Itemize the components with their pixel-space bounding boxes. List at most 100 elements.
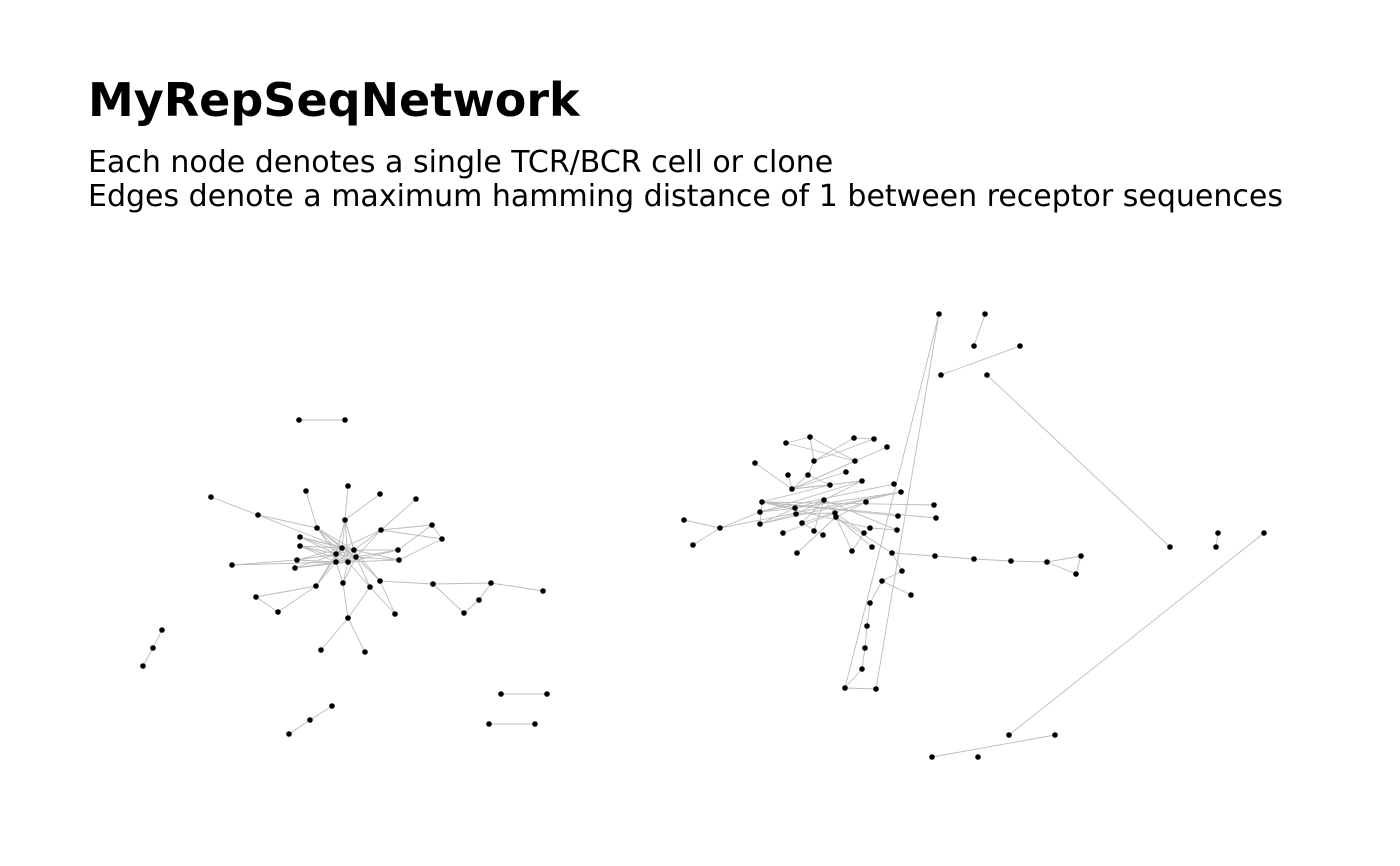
network-node (345, 483, 351, 489)
network-node (864, 623, 870, 629)
network-node (780, 530, 786, 536)
network-edge (973, 313, 986, 347)
network-edge (342, 556, 357, 584)
network-edge (1008, 532, 1265, 736)
network-node (933, 515, 939, 521)
network-node (859, 666, 865, 672)
network-edge (861, 647, 866, 670)
network-edge (341, 529, 382, 549)
network-node (789, 486, 795, 492)
network-node (932, 553, 938, 559)
network-node (1215, 530, 1221, 536)
network-node (982, 311, 988, 317)
network-edge (316, 527, 355, 551)
network-edge (835, 501, 867, 518)
network-node (488, 580, 494, 586)
network-edge (299, 545, 343, 549)
network-node (1006, 732, 1012, 738)
network-edge (934, 555, 975, 560)
network-edge (986, 374, 1171, 548)
network-node (889, 550, 895, 556)
network-edge (931, 734, 1056, 758)
network-edge (379, 580, 434, 585)
network-node (867, 525, 873, 531)
network-edge (299, 545, 349, 563)
network-node (757, 509, 763, 515)
network-edge (344, 485, 349, 521)
network-node (345, 615, 351, 621)
network-node (851, 435, 857, 441)
network-edge (719, 491, 902, 529)
network-edge (794, 499, 825, 509)
network-node (929, 754, 935, 760)
network-node (879, 578, 885, 584)
network-node (342, 517, 348, 523)
network-node (396, 557, 402, 563)
network-node (229, 562, 235, 568)
network-edge (759, 513, 797, 525)
network-node (811, 528, 817, 534)
network-edge (142, 647, 154, 667)
subtitle-line-2: Edges denote a maximum hamming distance … (88, 179, 1283, 214)
network-edge (844, 668, 863, 689)
network-node (792, 505, 798, 511)
network-node (863, 499, 869, 505)
network-edge (809, 436, 856, 462)
network-edge (761, 484, 831, 503)
network-edge (692, 527, 721, 546)
network-edge (761, 501, 899, 517)
network-node (140, 663, 146, 669)
network-edge (759, 480, 863, 513)
network-node (783, 440, 789, 446)
network-edge (316, 527, 357, 558)
network-node (329, 703, 335, 709)
network-edge (1075, 555, 1082, 575)
network-edge (305, 490, 318, 529)
network-node (377, 578, 383, 584)
network-node (1008, 558, 1014, 564)
network-node (894, 527, 900, 533)
network-edge (785, 436, 811, 444)
network-node (1044, 559, 1050, 565)
network-edge (881, 570, 903, 582)
network-edge (347, 559, 400, 563)
network-node (1261, 530, 1267, 536)
network-edge (152, 629, 163, 649)
network-node (867, 600, 873, 606)
subtitle-line-1: Each node denotes a single TCR/BCR cell … (88, 145, 834, 180)
network-edge (347, 561, 371, 588)
network-edge (1046, 555, 1082, 563)
network-node (849, 548, 855, 554)
network-edge (795, 512, 836, 515)
network-node (971, 556, 977, 562)
network-node (297, 543, 303, 549)
network-node (294, 557, 300, 563)
network-edge (344, 519, 349, 563)
network-node (899, 568, 905, 574)
network-node (392, 611, 398, 617)
network-edge (973, 558, 1012, 562)
network-edge (353, 549, 381, 582)
network-edge (866, 602, 871, 627)
plot-subtitle: Each node denotes a single TCR/BCR cell … (88, 146, 1283, 214)
network-node (286, 731, 292, 737)
network-edge (288, 719, 311, 735)
network-edge (210, 496, 259, 516)
network-edge (794, 491, 902, 509)
network-edge (844, 313, 940, 689)
network-edge (397, 524, 433, 551)
network-node (975, 754, 981, 760)
network-edge (296, 547, 343, 561)
network-node (429, 522, 435, 528)
network-edge (335, 549, 355, 563)
network-edge (807, 474, 831, 486)
network-edge (853, 437, 875, 440)
network-edge (255, 596, 279, 613)
network-edge (299, 545, 337, 555)
network-edge (342, 561, 349, 584)
network-edge (344, 493, 381, 521)
network-node (785, 472, 791, 478)
network-edge (785, 442, 856, 462)
network-edge (813, 438, 875, 462)
network-edge (431, 524, 443, 540)
